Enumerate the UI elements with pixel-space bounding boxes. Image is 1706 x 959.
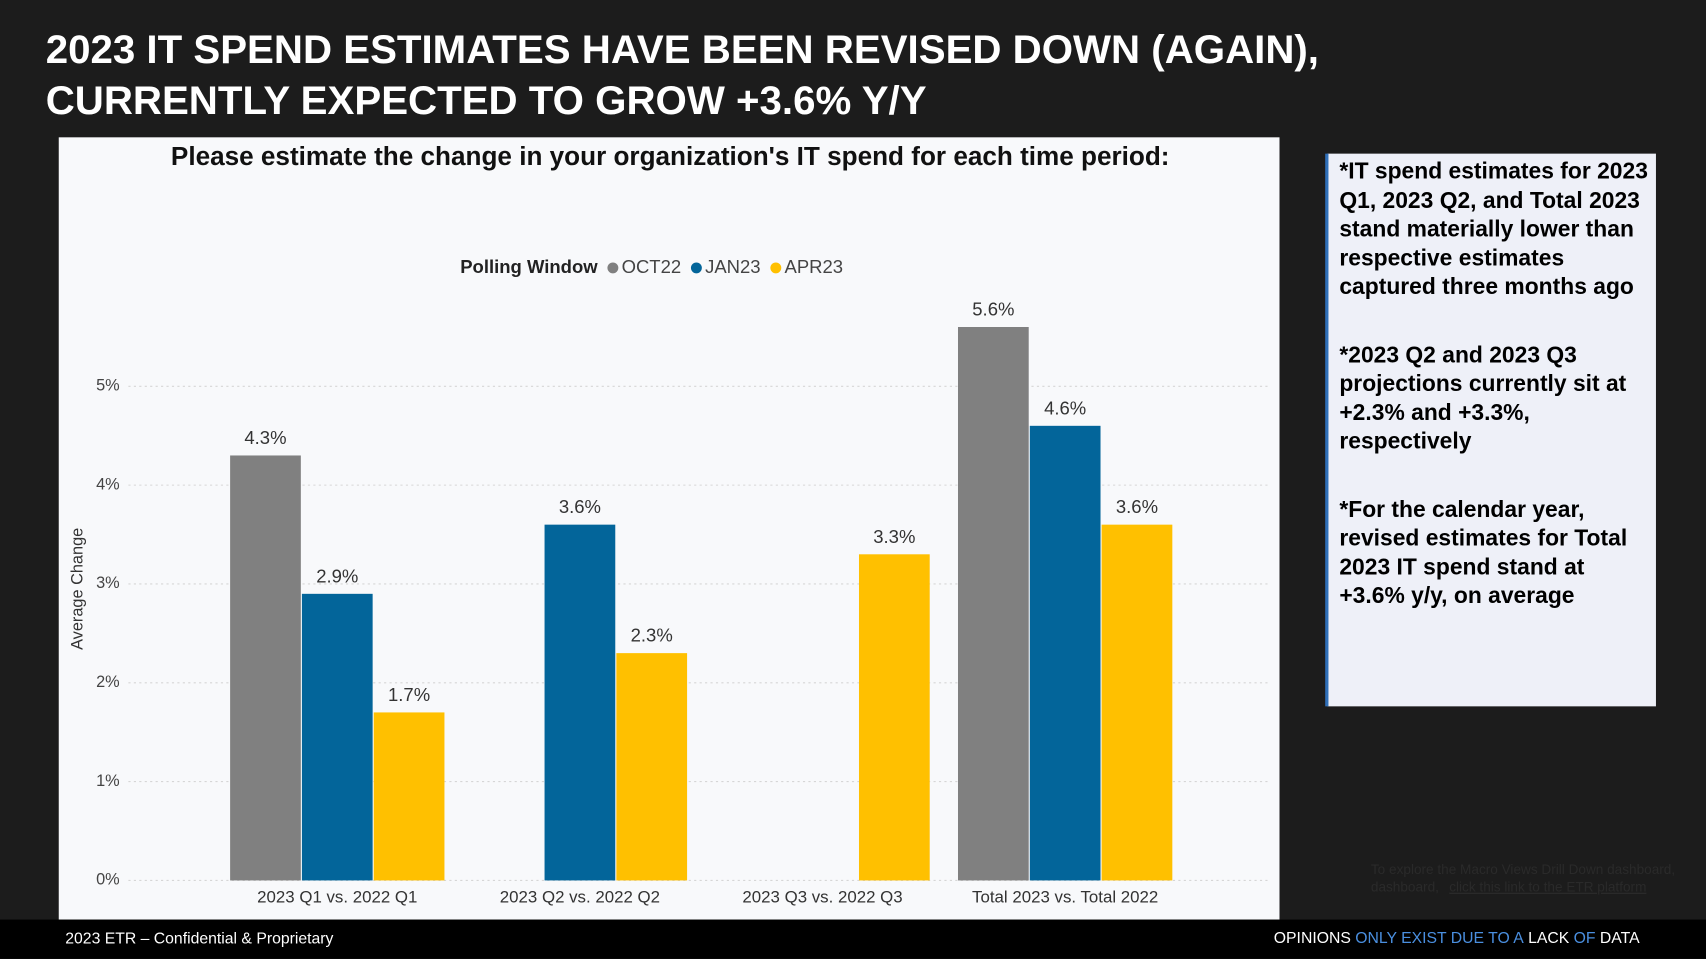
tagline-part: DATA (1600, 930, 1640, 947)
legend-marker (770, 262, 782, 274)
bar (373, 712, 445, 881)
legend-marker (690, 262, 702, 274)
y-tick-label: 2% (96, 673, 120, 691)
value-label: 3.6% (1116, 496, 1158, 517)
notes-panel (1327, 153, 1656, 707)
y-tick-label: 5% (96, 377, 120, 395)
bar (616, 653, 688, 881)
y-tick-label: 1% (96, 772, 120, 790)
tagline-part: LACK (1528, 930, 1570, 947)
link[interactable]: click this link to the ETR platform (1449, 880, 1646, 895)
bar (858, 554, 930, 881)
legend-label: OCT22 (622, 256, 682, 277)
slide-title: 2023 IT SPEND ESTIMATES HAVE BEEN REVISE… (46, 27, 1319, 72)
notes-box: *IT spend estimates for 2023 Q1, 2023 Q2… (1339, 158, 1650, 611)
value-label: 4.6% (1044, 397, 1086, 418)
tagline-part: OF (1574, 930, 1596, 947)
x-tick-label: Total 2023 vs. Total 2022 (972, 887, 1158, 906)
x-tick-label: 2023 Q2 vs. 2022 Q2 (500, 887, 660, 906)
y-tick-label: 3% (96, 574, 120, 592)
y-tick-label: 0% (96, 871, 120, 889)
value-label: 2.3% (631, 625, 673, 646)
notes: *IT spend estimates for 2023 Q1, 2023 Q2… (1339, 158, 1650, 611)
value-label: 5.6% (972, 299, 1014, 320)
value-label: 2.9% (316, 565, 358, 586)
notes-border (1325, 153, 1329, 707)
legend-title: Polling Window (460, 256, 598, 277)
value-label: 4.3% (244, 427, 286, 448)
bar (957, 326, 1029, 881)
legend: Polling Window OCT22 JAN23 APR23 (460, 256, 843, 277)
footer-bar (0, 919, 1706, 959)
note: *IT spend estimates for 2023 Q1, 2023 Q2… (1339, 159, 1648, 300)
note: *For the calendar year, revised estimate… (1339, 496, 1628, 609)
bar (230, 455, 301, 881)
footer-text: 2023 ETR – Confidential & Proprietary (65, 930, 333, 947)
tagline: OPINIONS ONLY EXIST DUE TO A LACK OF DATA (1274, 930, 1640, 947)
link-note: To explore the Macro Views Drill Down da… (1371, 862, 1675, 877)
note: *2023 Q2 and 2023 Q3 projections current… (1339, 342, 1627, 454)
value-label: 3.3% (873, 526, 915, 547)
link-note-prefix: dashboard, (1371, 880, 1439, 895)
bar (1029, 425, 1101, 881)
value-label: 3.6% (559, 496, 601, 517)
plot: 0% 1% 2% 3% 4% 5% 2023 Q1 vs. 2022 Q1 4.3% 2.9% 1… (96, 299, 1268, 906)
tagline-part: ONLY EXIST DUE TO A (1355, 930, 1524, 947)
y-tick-label: 4% (96, 475, 120, 493)
legend-label: APR23 (785, 256, 844, 277)
value-label: 1.7% (388, 684, 430, 705)
y-axis-label: Average Change (69, 528, 87, 650)
x-tick-label: 2023 Q3 vs. 2022 Q3 (742, 887, 902, 906)
bar (301, 593, 373, 881)
x-tick-label: 2023 Q1 vs. 2022 Q1 (257, 887, 417, 906)
bar (544, 524, 616, 881)
slide-title: CURRENTLY EXPECTED TO GROW +3.6% Y/Y (46, 78, 927, 123)
tagline-part: OPINIONS (1274, 930, 1351, 947)
legend-marker (607, 262, 619, 274)
chart-title: Please estimate the change in your organ… (171, 141, 1170, 171)
bar (1101, 524, 1173, 881)
legend-label: JAN23 (705, 256, 760, 277)
